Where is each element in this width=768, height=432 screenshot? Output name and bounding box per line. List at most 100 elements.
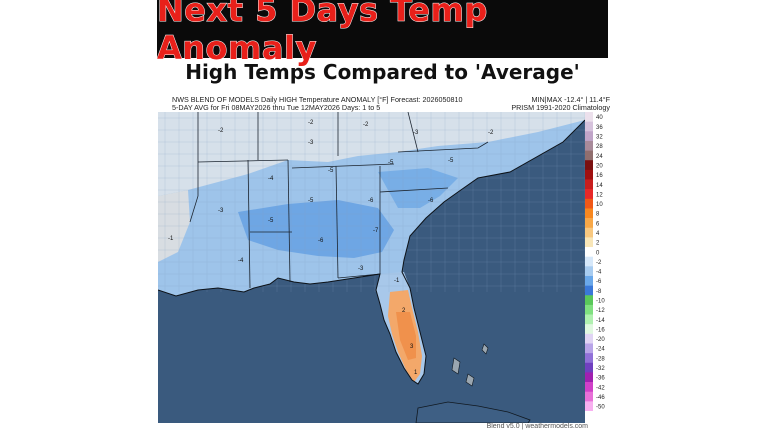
colorbar-tick-label: -28	[596, 356, 605, 362]
anomaly-label-al-south: -6	[318, 238, 324, 244]
subtitle: High Temps Compared to 'Average'	[185, 60, 580, 84]
colorbar-tick-label: 14	[596, 183, 603, 189]
colorbar-swatch	[585, 179, 593, 190]
anomaly-label-tx-east: -1	[168, 236, 174, 242]
colorbar-tick-label: 2	[596, 241, 600, 247]
anomaly-label-oh-east: -2	[363, 122, 369, 128]
colorbar-tick-label: -16	[596, 327, 605, 333]
colorbar-swatch	[585, 333, 593, 344]
colorbar: 4036322824201614121086420-2-4-6-8-10-12-…	[585, 112, 605, 411]
colorbar-swatch	[585, 131, 593, 142]
colorbar-tick-label: -10	[596, 298, 605, 304]
colorbar-swatch	[585, 227, 593, 238]
county-grid	[158, 112, 585, 292]
coastline	[158, 119, 585, 385]
colorbar-tick-label: -42	[596, 385, 605, 391]
colorbar-swatch	[585, 343, 593, 354]
florida-warm-core	[396, 312, 416, 360]
header-line2-left: 5-DAY AVG for Fri 08MAY2026 thru Tue 12M…	[172, 103, 381, 112]
banner-title: Next 5 Days Temp Anomaly	[157, 0, 488, 68]
title-banner: Next 5 Days Temp Anomaly	[157, 0, 608, 68]
colorbar-tick-label: 0	[596, 250, 600, 256]
footer-credit: Blend v5.0 | weathermodels.com	[486, 423, 588, 430]
anomaly-label-fl-keys: 1	[414, 370, 418, 376]
anomaly-label-nc-mtn: -5	[388, 160, 394, 166]
colorbar-tick-label: 36	[596, 125, 603, 131]
colorbar-swatch	[585, 304, 593, 315]
anomaly-label-ky: -3	[308, 140, 314, 146]
colorbar-swatch	[585, 150, 593, 161]
anomaly-label-va: -2	[488, 130, 494, 136]
colorbar-swatch	[585, 362, 593, 373]
colorbar-tick-label: 4	[596, 231, 600, 237]
anomaly-label-ar: -3	[218, 208, 224, 214]
colorbar-swatch	[585, 140, 593, 151]
colorbar-swatch	[585, 208, 593, 219]
colorbar-swatch	[585, 189, 593, 200]
colorbar-tick-label: -12	[596, 308, 605, 314]
colorbar-tick-label: -4	[596, 270, 602, 276]
anomaly-label-ms: -5	[268, 218, 274, 224]
colorbar-swatch	[585, 391, 593, 402]
colorbar-tick-label: -36	[596, 376, 605, 382]
colorbar-tick-label: 8	[596, 212, 600, 218]
colorbar-tick-label: 6	[596, 221, 600, 227]
colorbar-swatch	[585, 218, 593, 229]
colorbar-tick-label: 28	[596, 144, 603, 150]
colorbar-swatch	[585, 295, 593, 306]
anomaly-label-wv: -3	[413, 130, 419, 136]
colorbar-swatch	[585, 112, 593, 122]
anomaly-label-fl-panhandle: -3	[358, 266, 364, 272]
colorbar-swatch	[585, 256, 593, 267]
colorbar-swatch	[585, 353, 593, 364]
colorbar-tick-label: 10	[596, 202, 603, 208]
colorbar-tick-label: 16	[596, 173, 603, 179]
anomaly-label-fl-south: 3	[410, 344, 414, 350]
colorbar-tick-label: 12	[596, 192, 603, 198]
colorbar-swatch	[585, 382, 593, 393]
anomaly-label-il: -2	[218, 128, 224, 134]
anomaly-label-tn-west: -4	[268, 176, 274, 182]
colorbar-tick-label: -24	[596, 347, 605, 353]
colorbar-tick-label: 32	[596, 135, 603, 141]
anomaly-label-nc-pied: -5	[448, 158, 454, 164]
land-bahamas	[451, 343, 489, 387]
colorbar-swatch	[585, 169, 593, 180]
anomaly-label-fl-north: -1	[394, 278, 400, 284]
colorbar-tick-label: -20	[596, 337, 605, 343]
colorbar-tick-label: -6	[596, 279, 602, 285]
anomaly-label-fl-central: 2	[402, 308, 406, 314]
colorbar-tick-label: 40	[596, 115, 603, 121]
colorbar-swatch	[585, 401, 593, 411]
colorbar-swatch	[585, 247, 593, 257]
anomaly-label-la: -4	[238, 258, 244, 264]
colorbar-swatch	[585, 372, 593, 383]
colorbar-swatch	[585, 237, 593, 248]
colorbar-swatch	[585, 160, 593, 171]
colorbar-swatch	[585, 314, 593, 325]
colorbar-swatch	[585, 275, 593, 286]
colorbar-tick-label: -32	[596, 366, 605, 372]
state-borders	[189, 112, 489, 289]
colorbar-tick-label: 24	[596, 154, 603, 160]
colorbar-tick-label: 20	[596, 163, 603, 169]
anomaly-labels: -2 -2 -3 -2 -3 -4 -5 -5 -5 -6 -6 -7 -5 -6 -5 -4 -3 -1 -3 -1…	[168, 120, 494, 376]
anomaly-label-ga-north: -6	[368, 198, 374, 204]
colorbar-swatch	[585, 285, 593, 296]
colorbar-tick-label: -8	[596, 289, 602, 295]
colorbar-tick-label: -14	[596, 318, 605, 324]
anomaly-label-sc: -6	[428, 198, 434, 204]
colorbar-swatch	[585, 266, 593, 277]
header-line2-right: PRISM 1991-2020 Climatology	[511, 103, 610, 112]
anomaly-label-oh-west: -2	[308, 120, 314, 126]
colorbar-swatch	[585, 121, 593, 132]
header-line1-right: MIN|MAX -12.4° | 11.4°F	[531, 95, 610, 104]
land-cuba	[415, 401, 531, 423]
header-line1-left: NWS BLEND OF MODELS Daily HIGH Temperatu…	[172, 95, 463, 104]
anomaly-label-ga-south: -7	[373, 228, 379, 234]
colorbar-tick-label: -46	[596, 395, 605, 401]
anomaly-label-al-north: -5	[308, 198, 314, 204]
colorbar-tick-label: -2	[596, 260, 602, 266]
anomaly-map: -2 -2 -3 -2 -3 -4 -5 -5 -5 -6 -6 -7 -5 -6 -5 -4 -3 -1 -3 -1…	[158, 112, 585, 423]
colorbar-swatch	[585, 198, 593, 209]
